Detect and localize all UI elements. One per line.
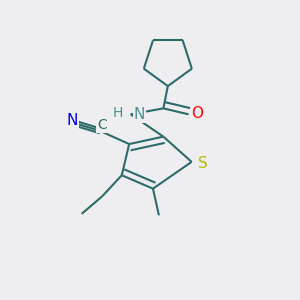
Text: C: C [97,118,107,132]
Text: S: S [198,156,208,171]
Text: H: H [113,106,123,120]
Text: N: N [134,107,145,122]
Text: O: O [192,106,204,121]
Text: N: N [66,113,78,128]
